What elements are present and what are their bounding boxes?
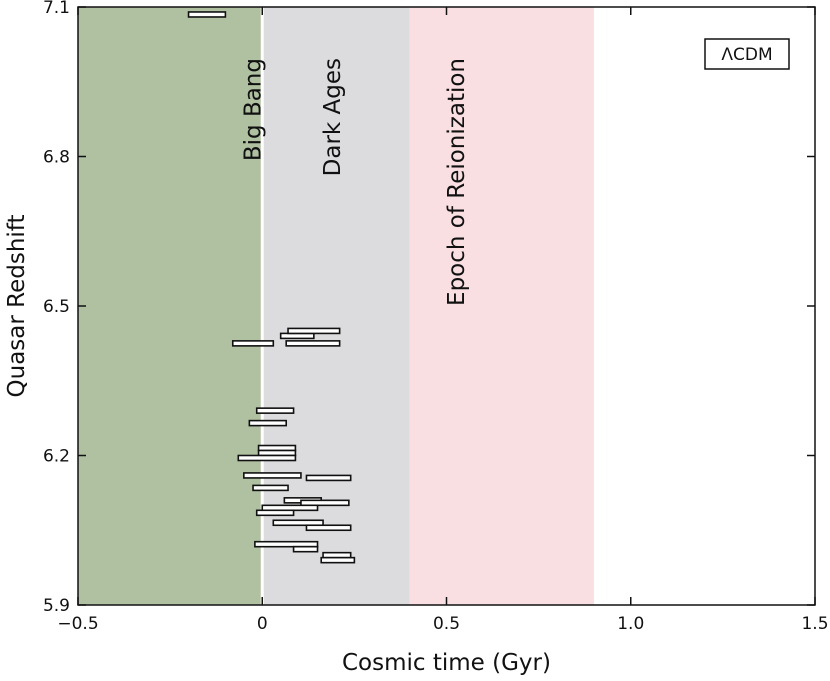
quasar-marker (254, 540, 319, 548)
quasar-marker (285, 340, 341, 347)
y-tick-label: 7.1 (43, 0, 70, 18)
dark-ages-label: Dark Ages (320, 58, 346, 176)
quasar-marker (320, 556, 356, 564)
x-tick-label: 1.0 (617, 614, 644, 634)
region-labels: Big Bang Dark Ages Epoch of Reionization (240, 58, 470, 306)
region-band-2 (409, 7, 594, 605)
quasar-markers (187, 11, 356, 564)
legend-box (704, 38, 790, 70)
quasar-marker (292, 545, 319, 553)
quasar-marker (237, 454, 297, 462)
y-tick-label: 5.9 (43, 596, 70, 616)
region-band-0 (78, 7, 263, 605)
quasar-marker (248, 419, 288, 427)
x-tick-label: 1.5 (801, 614, 828, 634)
axis-ticks: −0.5 0 0.5 1.0 1.5 5.9 6.2 6.5 6.8 7.1 (43, 0, 829, 634)
legend: ΛCDM (704, 38, 790, 70)
y-tick-label: 6.2 (43, 447, 70, 467)
x-tick-label: −0.5 (57, 614, 98, 634)
x-tick-label: 0 (257, 614, 268, 634)
x-axis-title: Cosmic time (Gyr) (342, 650, 551, 676)
quasar-marker (243, 472, 302, 479)
y-tick-label: 6.5 (43, 297, 70, 317)
quasar-marker (287, 327, 341, 335)
quasar-marker (305, 474, 352, 482)
big-bang-label: Big Bang (240, 58, 266, 161)
quasar-marker (255, 407, 295, 414)
x-tick-label: 0.5 (433, 614, 460, 634)
legend-text: ΛCDM (721, 45, 772, 65)
reionization-label: Epoch of Reionization (444, 58, 470, 306)
quasar-marker (255, 509, 295, 517)
quasar-marker (252, 484, 289, 492)
y-axis-title: Quasar Redshift (4, 215, 30, 398)
quasar-marker (272, 519, 324, 527)
background-regions (78, 7, 594, 605)
quasar-marker (187, 11, 227, 18)
quasar-marker (231, 340, 275, 347)
y-tick-label: 6.8 (43, 148, 70, 168)
quasar-marker (305, 524, 352, 532)
quasar-marker (300, 499, 350, 507)
